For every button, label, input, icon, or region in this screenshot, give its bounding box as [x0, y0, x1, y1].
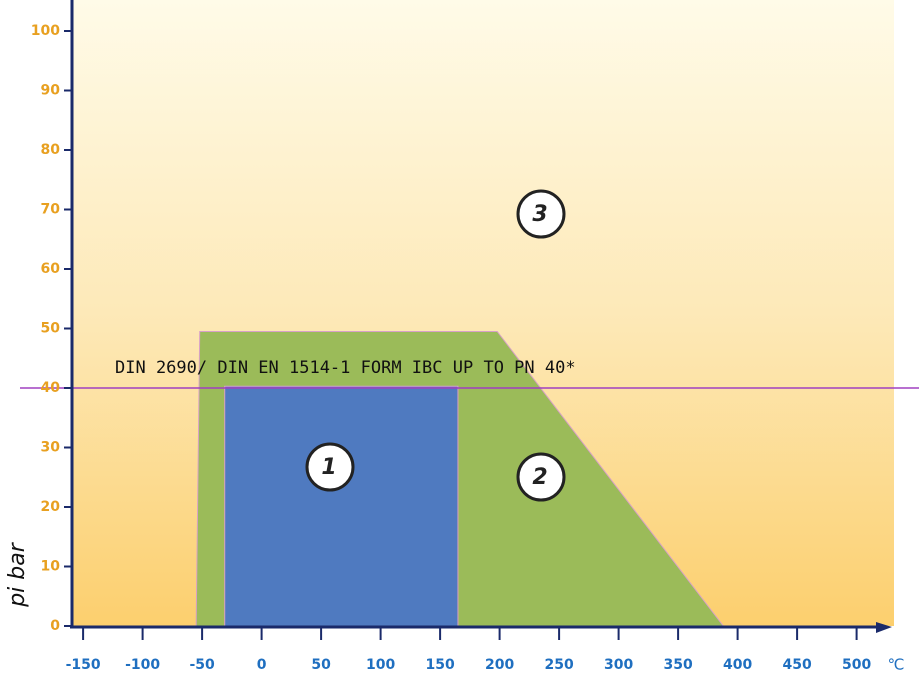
- x-tick-label: -150: [66, 657, 101, 673]
- y-tick-label: 30: [41, 440, 61, 456]
- reference-label: DIN 2690/ DIN EN 1514-1 FORM IBC UP TO P…: [115, 358, 576, 378]
- region-label: 2: [532, 465, 547, 490]
- x-tick-label: 350: [663, 657, 692, 673]
- x-tick-label: 250: [544, 657, 573, 673]
- y-tick-label: 20: [41, 499, 61, 515]
- x-tick-label: 400: [723, 657, 752, 673]
- region-label: 3: [532, 202, 547, 227]
- x-tick-label: -100: [125, 657, 160, 673]
- x-axis-unit: ℃: [888, 656, 905, 674]
- y-tick-label: 70: [41, 202, 61, 218]
- region-marker: [305, 442, 355, 492]
- y-tick-label: 80: [41, 142, 61, 158]
- y-axis-label: pi bar: [5, 541, 30, 608]
- x-tick-label: 450: [782, 657, 811, 673]
- x-tick-label: 200: [485, 657, 514, 673]
- x-axis-arrow: [876, 622, 892, 633]
- region-marker: [516, 452, 566, 502]
- x-tick-label: 500: [842, 657, 871, 673]
- x-tick-label: 100: [366, 657, 395, 673]
- y-tick-label: 40: [41, 380, 61, 396]
- region: [224, 385, 459, 627]
- y-tick-label: 90: [41, 83, 61, 99]
- region-marker: [516, 189, 566, 239]
- x-tick-label: 150: [425, 657, 454, 673]
- y-tick-label: 50: [41, 321, 61, 337]
- x-tick-label: -50: [189, 657, 215, 673]
- x-tick-label: 300: [604, 657, 633, 673]
- y-tick-label: 60: [41, 261, 61, 277]
- y-tick-label: 10: [41, 559, 61, 575]
- y-tick-label: 100: [31, 23, 60, 39]
- y-tick-label: 0: [50, 618, 60, 634]
- x-tick-label: 50: [311, 657, 331, 673]
- region-label: 1: [321, 455, 336, 480]
- x-tick-label: 0: [257, 657, 267, 673]
